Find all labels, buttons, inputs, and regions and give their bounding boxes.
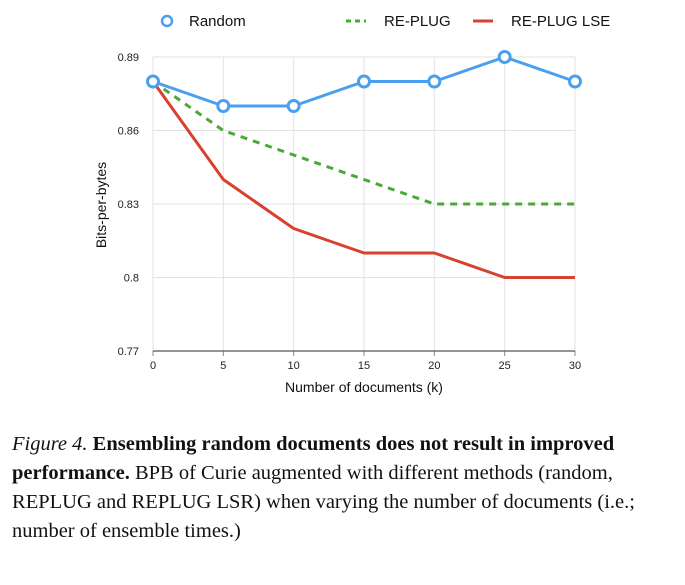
x-tick-label: 25 xyxy=(499,360,511,372)
x-tick-label: 10 xyxy=(288,360,300,372)
x-axis-label: Number of documents (k) xyxy=(285,379,443,395)
series-marker xyxy=(216,99,231,113)
x-tick-label: 20 xyxy=(428,360,440,372)
y-axis-label: Bits-per-bytes xyxy=(93,162,109,248)
series-marker xyxy=(357,74,371,89)
legend-label: Random xyxy=(189,13,246,30)
y-tick-label: 0.89 xyxy=(118,52,139,64)
legend-label: RE-PLUG LSE xyxy=(511,13,610,30)
x-tick-label: 5 xyxy=(220,360,226,372)
caption-title: Ensembling random documents does not res… xyxy=(12,433,615,484)
series-line-2 xyxy=(151,80,575,279)
y-tick-label: 0.83 xyxy=(118,199,139,211)
series-line-1 xyxy=(152,80,575,206)
axes: 0.77 0.8 0.83 0.86 0.89 0 5 10 15 20 25 30 xyxy=(118,52,582,372)
chart: 0.77 0.8 0.83 0.86 0.89 0 5 10 15 20 25 30 Random RE… xyxy=(93,13,610,395)
x-tick-label: 0 xyxy=(150,360,156,372)
y-tick-label: 0.86 xyxy=(118,126,139,138)
y-tick-label: 0.8 xyxy=(124,273,139,285)
y-tick-label: 0.77 xyxy=(118,346,139,358)
series-marker xyxy=(427,74,442,89)
legend-marker xyxy=(160,14,174,28)
series-marker xyxy=(497,50,512,64)
series-lines xyxy=(146,50,582,279)
legend-label: RE-PLUG xyxy=(384,13,451,30)
caption-label: Figure 4. xyxy=(12,433,88,455)
series-marker xyxy=(146,74,160,89)
legend: Random RE-PLUG RE-PLUG LSE xyxy=(160,13,610,30)
caption-body: BPB of Curie augmented with different me… xyxy=(12,462,635,542)
x-tick-label: 15 xyxy=(358,360,370,372)
x-tick-label: 30 xyxy=(569,360,581,372)
figure-caption: Figure 4. Ensembling random documents do… xyxy=(12,430,672,546)
gridlines xyxy=(152,56,576,352)
series-marker xyxy=(286,99,301,113)
series-marker xyxy=(568,74,582,89)
